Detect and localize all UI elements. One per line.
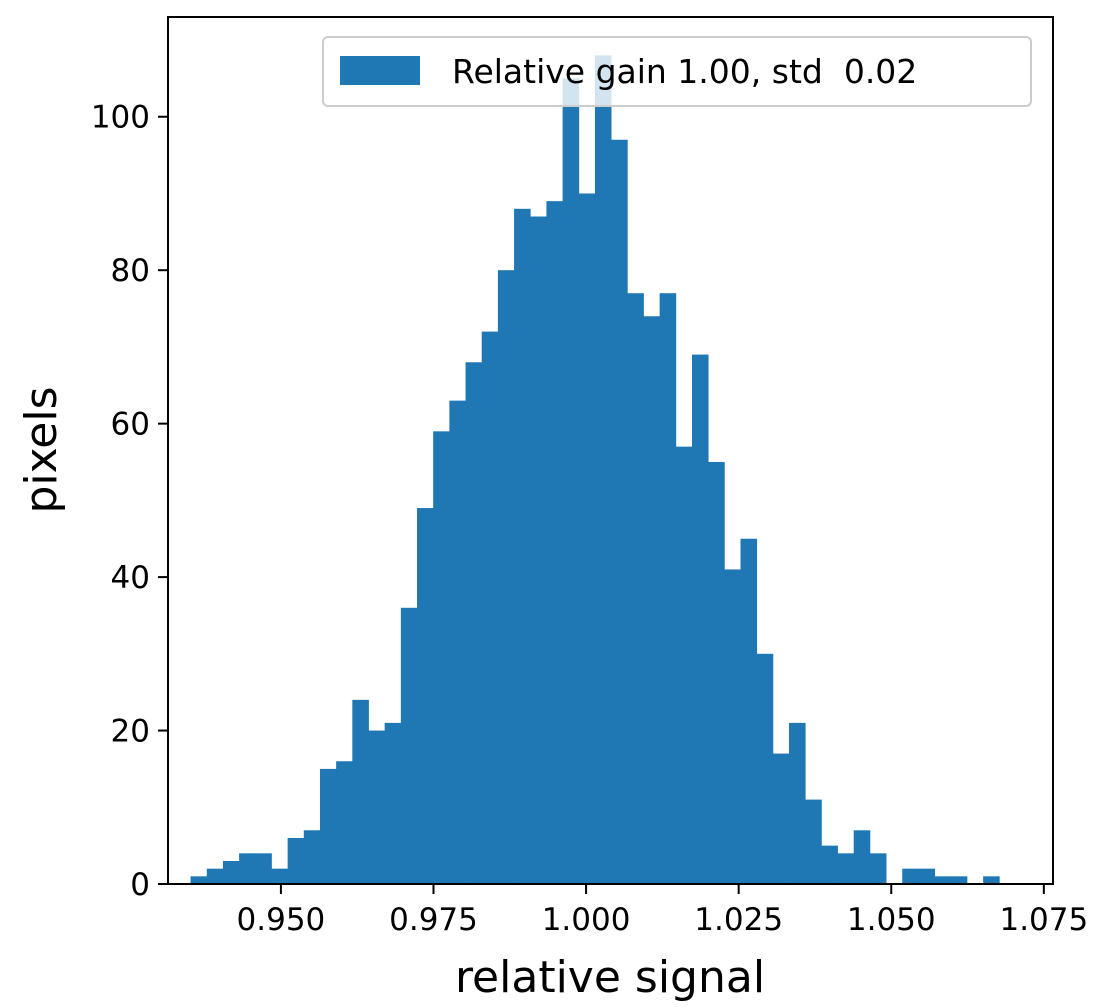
histogram-bar [514, 208, 531, 884]
histogram-bar [789, 722, 806, 884]
histogram-bar [400, 607, 418, 884]
histogram-bar [303, 830, 321, 884]
y-axis: 0 20 40 60 80 100 [91, 100, 168, 903]
histogram-bar [206, 868, 224, 884]
x-tick-label: 1.000 [542, 902, 631, 938]
x-tick-label: 1.075 [999, 902, 1088, 938]
histogram-bar [562, 78, 580, 884]
histogram-bar [271, 868, 289, 884]
histogram-bar [643, 316, 661, 885]
y-tick-label: 40 [111, 560, 150, 596]
histogram-bar [691, 354, 709, 885]
histogram-bar [417, 508, 434, 884]
histogram-bar [950, 876, 968, 884]
histogram-bar [222, 860, 240, 884]
histogram-bar [319, 768, 337, 884]
histogram-bar [368, 730, 386, 884]
histogram-bar [546, 201, 563, 884]
x-tick-label: 1.025 [694, 902, 783, 938]
histogram-bar [239, 853, 256, 884]
legend-label: Relative gain 1.00, std 0.02 [452, 52, 917, 91]
histogram-bar [934, 876, 952, 884]
histogram-bar [287, 837, 305, 884]
y-tick-label: 100 [91, 100, 150, 136]
x-axis: 0.950 0.975 1.000 1.025 1.050 1.075 [237, 884, 1088, 938]
histogram-bar [255, 853, 272, 884]
histogram-bar [481, 331, 499, 885]
x-tick-label: 0.950 [237, 902, 326, 938]
histogram-bar [756, 653, 774, 884]
x-tick-label: 0.975 [389, 902, 478, 938]
histogram-bar [384, 722, 402, 884]
histogram-bar [918, 868, 935, 884]
histogram-bars [190, 55, 1000, 885]
y-tick-label: 60 [111, 407, 150, 443]
histogram-bar [433, 431, 450, 884]
x-tick-label: 1.050 [847, 902, 936, 938]
legend-box [322, 36, 1032, 107]
histogram-bar [983, 876, 1000, 884]
histogram-bar [837, 853, 855, 884]
histogram-bar [740, 538, 758, 884]
y-tick-label: 20 [111, 714, 150, 750]
histogram-bar [821, 845, 838, 884]
histogram-bar [578, 193, 596, 885]
y-axis-title: pixels [16, 386, 67, 513]
histogram-bar [449, 400, 466, 884]
plot-area-frame [167, 16, 1054, 885]
x-axis-title: relative signal [455, 952, 765, 1003]
histogram-bar [772, 753, 790, 884]
histogram-bar [611, 139, 628, 884]
histogram-bar [853, 830, 871, 884]
histogram-bar [902, 868, 919, 884]
histogram-bar [594, 55, 612, 885]
histogram-bar [708, 462, 725, 884]
histogram-bar [659, 293, 677, 885]
histogram-bar [190, 876, 208, 884]
histogram-bar [805, 799, 822, 884]
histogram-bar [675, 446, 693, 884]
histogram-bar [336, 761, 353, 884]
histogram-bar [869, 853, 887, 884]
histogram-bar [465, 362, 483, 884]
histogram-bar [497, 270, 515, 884]
histogram-bar [627, 293, 644, 885]
y-tick-label: 80 [111, 253, 150, 289]
histogram-bar [352, 699, 369, 884]
y-tick-label: 0 [130, 867, 150, 903]
histogram-bar [530, 216, 547, 885]
legend: Relative gain 1.00, std 0.02 [322, 36, 1032, 107]
histogram-bar [724, 569, 741, 884]
legend-swatch [340, 56, 420, 85]
